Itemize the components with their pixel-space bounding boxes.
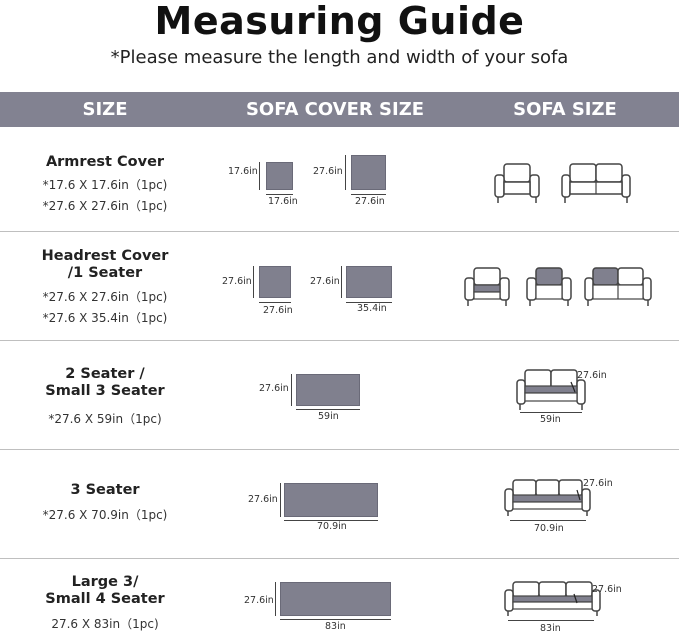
- armchair-icon: [494, 163, 540, 203]
- dim-line: [280, 619, 391, 620]
- armrest-piece1-width: 17.6in: [268, 196, 298, 207]
- large3-piece-width: 83in: [325, 621, 346, 632]
- row-large3-spec: 27.6 X 83in（1pc): [51, 617, 159, 631]
- dim-line: [253, 266, 254, 298]
- row-divider: [0, 449, 679, 450]
- row-divider: [0, 340, 679, 341]
- headrest-piece1-height: 27.6in: [222, 276, 252, 287]
- 3seater-sofa-width: 70.9in: [534, 523, 564, 534]
- header-size: SIZE: [82, 99, 128, 120]
- large3-piece-height: 27.6in: [244, 595, 274, 606]
- row-headrest-spec-2: *27.6 X 35.4in（1pc): [42, 311, 168, 325]
- armrest-piece-large: [351, 155, 386, 190]
- row-headrest-name-1: Headrest Cover: [41, 248, 169, 264]
- large3-sofa-icon: [504, 581, 601, 616]
- large3-sofa-height: 27.6in: [592, 584, 622, 595]
- row-armrest-spec-1: *17.6 X 17.6in（1pc): [42, 178, 168, 192]
- dim-line: [275, 582, 276, 616]
- page-subtitle: *Please measure the length and width of …: [110, 47, 569, 68]
- 2seater-piece-height: 27.6in: [259, 383, 289, 394]
- row-headrest-spec-1: *27.6 X 27.6in（1pc): [42, 290, 168, 304]
- armrest-piece-small: [266, 162, 293, 190]
- 2seater-sofa-height: 27.6in: [577, 370, 607, 381]
- row-large3-name-2: Small 4 Seater: [45, 591, 165, 607]
- armrest-piece2-height: 27.6in: [313, 166, 343, 177]
- headrest-piece-square: [259, 266, 291, 298]
- row-2seater-name-2: Small 3 Seater: [45, 383, 165, 399]
- loveseat-icon: [561, 163, 631, 203]
- dim-line: [266, 194, 293, 195]
- dim-line: [351, 194, 386, 195]
- row-divider: [0, 231, 679, 232]
- 2seater-piece: [296, 374, 360, 406]
- headrest-piece-rect: [346, 266, 392, 298]
- dim-line: [296, 409, 360, 410]
- armchair-icon: [464, 267, 510, 306]
- dim-line: [345, 155, 346, 190]
- dim-line: [291, 374, 292, 406]
- row-large3-name-1: Large 3/: [71, 574, 139, 590]
- 2seater-sofa-icon: [516, 369, 586, 410]
- page-title: Measuring Guide: [154, 0, 525, 43]
- 3seater-sofa-icon: [504, 479, 591, 516]
- 3seater-sofa-height: 27.6in: [583, 478, 613, 489]
- headrest-piece1-width: 27.6in: [263, 305, 293, 316]
- dim-line: [510, 520, 586, 521]
- table-header: SIZE SOFA COVER SIZE SOFA SIZE: [0, 92, 679, 127]
- dim-line: [284, 520, 378, 521]
- dim-line: [259, 162, 260, 190]
- row-3seater-name: 3 Seater: [70, 482, 140, 498]
- armrest-piece1-height: 17.6in: [228, 166, 258, 177]
- row-divider: [0, 558, 679, 559]
- header-cover-size: SOFA COVER SIZE: [245, 99, 425, 120]
- armchair-headrest-icon: [526, 267, 572, 306]
- dim-line: [259, 302, 291, 303]
- headrest-piece2-height: 27.6in: [310, 276, 340, 287]
- row-3seater-spec: *27.6 X 70.9in（1pc): [42, 508, 168, 522]
- dim-line: [280, 483, 281, 517]
- dim-line: [346, 302, 392, 303]
- armrest-piece2-width: 27.6in: [355, 196, 385, 207]
- row-headrest-name-2: /1 Seater: [67, 265, 143, 281]
- row-armrest-name: Armrest Cover: [45, 154, 165, 170]
- 2seater-piece-width: 59in: [318, 411, 339, 422]
- headrest-piece2-width: 35.4in: [357, 303, 387, 314]
- 2seater-sofa-width: 59in: [540, 414, 561, 425]
- loveseat-headrest-icon: [584, 267, 652, 306]
- dim-line: [508, 620, 594, 621]
- row-armrest-spec-2: *27.6 X 27.6in（1pc): [42, 199, 168, 213]
- 3seater-piece-width: 70.9in: [317, 521, 347, 532]
- large3-sofa-width: 83in: [540, 623, 561, 634]
- 3seater-piece: [284, 483, 378, 517]
- row-2seater-spec: *27.6 X 59in（1pc): [48, 412, 162, 426]
- 3seater-piece-height: 27.6in: [248, 494, 278, 505]
- dim-line: [520, 412, 582, 413]
- large3-piece: [280, 582, 391, 616]
- header-sofa-size: SOFA SIZE: [513, 99, 617, 120]
- row-2seater-name-1: 2 Seater /: [65, 366, 145, 382]
- dim-line: [341, 266, 342, 298]
